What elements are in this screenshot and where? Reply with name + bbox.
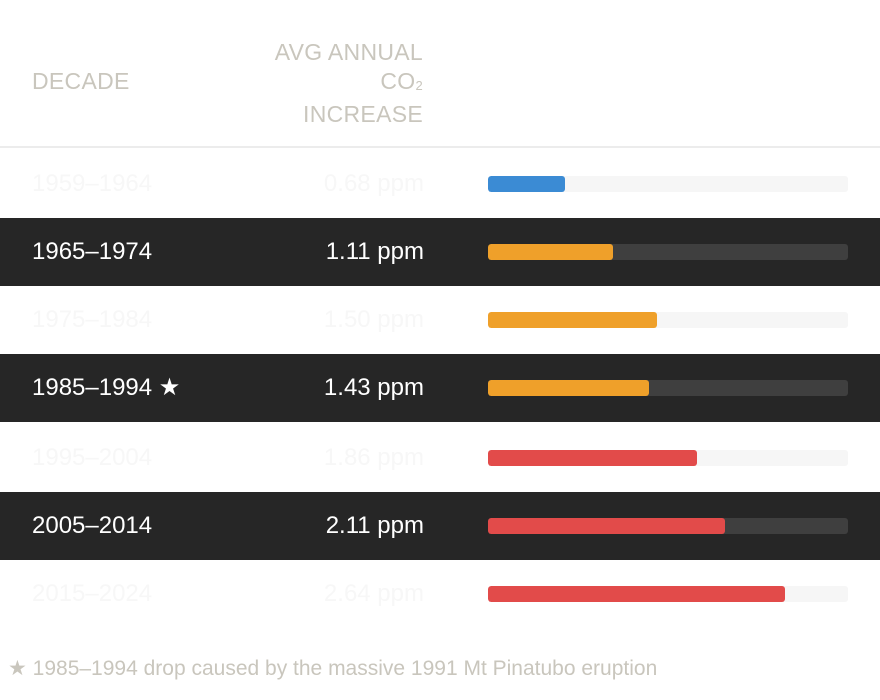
value-label: 1.50 ppm bbox=[323, 306, 424, 333]
bar-fill bbox=[488, 380, 649, 396]
value-label: 0.68 ppm bbox=[323, 170, 424, 197]
value-header-subscript: 2 bbox=[415, 78, 423, 93]
table-row: 1985–1994 ★ 1.43 ppm bbox=[0, 354, 880, 422]
bar-fill bbox=[488, 450, 697, 466]
value-column-header: AVG ANNUAL CO2 INCREASE bbox=[203, 38, 423, 129]
table-row: 1965–1974 1.11 ppm bbox=[0, 218, 880, 286]
bar-fill bbox=[488, 586, 785, 602]
value-header-line1: AVG ANNUAL bbox=[274, 39, 423, 65]
table-row: 2005–2014 2.11 ppm bbox=[0, 492, 880, 560]
bar-track bbox=[488, 380, 848, 396]
value-label: 1.11 ppm bbox=[325, 238, 424, 265]
decade-column-header: DECADE bbox=[32, 68, 130, 94]
bar-track bbox=[488, 312, 848, 328]
table-row: 1975–1984 1.50 ppm bbox=[0, 286, 880, 354]
table-row: 1995–2004 1.86 ppm bbox=[0, 424, 880, 492]
bar-fill bbox=[488, 312, 657, 328]
bar-fill bbox=[488, 518, 725, 534]
bar-track bbox=[488, 586, 848, 602]
bar-track bbox=[488, 450, 848, 466]
bar-track bbox=[488, 518, 848, 534]
decade-label: 1959–1964 bbox=[32, 170, 153, 197]
decade-label: 2015–2024 bbox=[32, 580, 153, 607]
bar-fill bbox=[488, 244, 613, 260]
decade-label: 1975–1984 bbox=[32, 306, 153, 333]
decade-label: 1995–2004 bbox=[32, 444, 153, 471]
decade-label: 2005–2014 bbox=[32, 512, 153, 539]
footnote: ★ 1985–1994 drop caused by the massive 1… bbox=[8, 657, 658, 680]
value-header-co: CO bbox=[380, 68, 416, 94]
value-label: 2.11 ppm bbox=[325, 512, 424, 539]
decade-label: 1965–1974 bbox=[32, 238, 153, 265]
decade-label: 1985–1994 ★ bbox=[32, 374, 181, 401]
bar-track bbox=[488, 244, 848, 260]
value-label: 1.86 ppm bbox=[323, 444, 424, 471]
value-label: 2.64 ppm bbox=[323, 580, 424, 607]
table-row: 1959–1964 0.68 ppm bbox=[0, 150, 880, 218]
bar-fill bbox=[488, 176, 565, 192]
bar-track bbox=[488, 176, 848, 192]
table-row: 2015–2024 2.64 ppm bbox=[0, 560, 880, 628]
value-header-line3: INCREASE bbox=[303, 101, 423, 127]
table-header: DECADE AVG ANNUAL CO2 INCREASE bbox=[0, 0, 880, 148]
value-label: 1.43 ppm bbox=[323, 374, 424, 401]
value-header-line2: CO2 bbox=[203, 67, 423, 100]
